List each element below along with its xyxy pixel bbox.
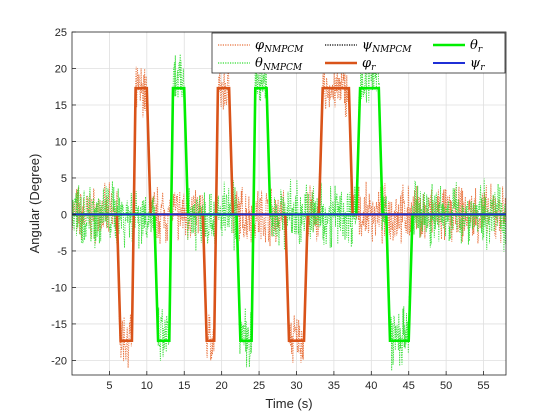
x-tick-label: 10 [141, 380, 153, 392]
series-layer [72, 46, 506, 371]
x-tick-label: 50 [440, 380, 452, 392]
legend-box [211, 32, 506, 74]
legend-label: φNMPCM [255, 38, 304, 55]
legend-label: θNMPCM [255, 56, 303, 73]
legend-label: θr [470, 38, 483, 55]
x-tick-label: 20 [216, 380, 228, 392]
x-tick-label: 55 [477, 380, 489, 392]
y-tick-label: -15 [51, 319, 67, 331]
y-tick-label: 0 [61, 209, 67, 221]
y-tick-label: -5 [57, 246, 67, 258]
legend-label: φr [362, 56, 376, 73]
y-tick-label: -20 [51, 355, 67, 367]
y-tick-label: -10 [51, 282, 67, 294]
x-tick-label: 40 [365, 380, 377, 392]
x-tick-label: 30 [290, 380, 302, 392]
y-tick-label: 15 [55, 100, 67, 112]
y-tick-label: 20 [55, 63, 67, 75]
legend-label: ψr [470, 56, 485, 73]
x-tick-label: 5 [106, 380, 112, 392]
legend-label: ψNMPCM [362, 38, 412, 55]
plot-frame [71, 31, 507, 376]
ticks: 5 10 15 20 25 30 35 40 45 50 55 -20 -15 -10 -5 0 5 10 15 20… [51, 27, 490, 392]
x-axis-label: Time (s) [265, 396, 312, 411]
x-tick-label: 15 [178, 380, 190, 392]
y-tick-label: 5 [61, 173, 67, 185]
x-tick-label: 25 [253, 380, 265, 392]
y-tick-label: 25 [55, 27, 67, 39]
legend: φNMPCM ψNMPCM θr θNMPCM φr ψr [211, 32, 506, 74]
series-0-line [72, 63, 506, 368]
series-1-line [72, 46, 506, 371]
y-tick-label: 10 [55, 136, 67, 148]
x-tick-label: 35 [328, 380, 340, 392]
x-tick-label: 45 [403, 380, 415, 392]
y-axis-label: Angular (Degree) [27, 154, 42, 254]
